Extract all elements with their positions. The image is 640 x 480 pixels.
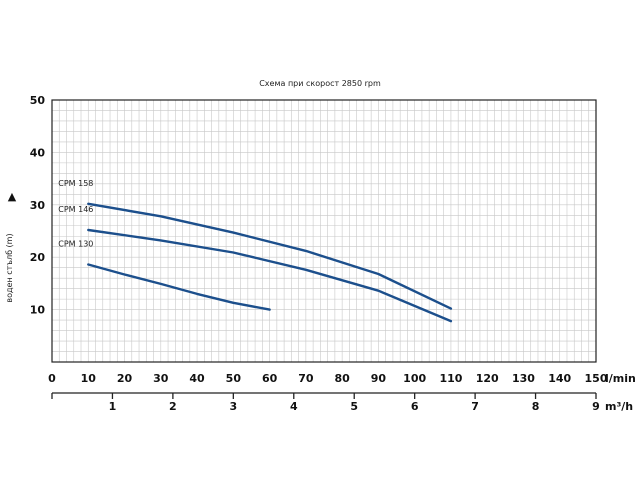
x2-tick-label: 9 xyxy=(592,400,600,413)
plot-frame xyxy=(51,99,597,363)
y-tick-label: 20 xyxy=(30,251,46,264)
chart-title: Схема при скорост 2850 rpm xyxy=(259,79,381,88)
plot-area xyxy=(52,100,596,362)
series-line xyxy=(87,228,453,323)
series-layer: CPM 158 CPM 146 CPM 130 xyxy=(58,179,453,323)
x2-tick-label: 5 xyxy=(350,400,358,413)
x2-tick-label: 3 xyxy=(230,400,238,413)
x-tick-label: 140 xyxy=(548,372,571,385)
series-label: CPM 130 xyxy=(58,240,93,249)
y-axis-label: воден стълб (m) xyxy=(5,233,14,302)
series-label: CPM 146 xyxy=(58,205,93,214)
x-tick-label: 80 xyxy=(334,372,350,385)
x2-tick-label: 1 xyxy=(109,400,117,413)
x-tick-label: 40 xyxy=(189,372,205,385)
x2-tick-label: 2 xyxy=(169,400,177,413)
y-tick-label: 40 xyxy=(30,146,46,159)
x-tick-label: 0 xyxy=(48,372,56,385)
y-tick-labels: 10 20 30 40 50 xyxy=(30,94,46,317)
x-tick-label: 50 xyxy=(226,372,242,385)
series-line xyxy=(87,263,271,311)
x2-axis-unit: m³/h xyxy=(605,400,633,413)
x-tick-label: 60 xyxy=(262,372,278,385)
x-tick-label: 150 xyxy=(585,372,608,385)
y-tick-label: 30 xyxy=(30,199,46,212)
y-axis-arrow-icon: ▲ xyxy=(8,190,17,203)
x-tick-label: 110 xyxy=(439,372,462,385)
x-tick-label: 70 xyxy=(298,372,314,385)
x2-tick-label: 8 xyxy=(532,400,540,413)
x-tick-label: 100 xyxy=(403,372,426,385)
y-tick-label: 50 xyxy=(30,94,46,107)
x2-tick-label: 6 xyxy=(411,400,419,413)
x-tick-label: 30 xyxy=(153,372,169,385)
secondary-x-axis: 1 2 3 4 5 6 7 8 9 xyxy=(51,392,600,413)
series-line xyxy=(87,202,453,310)
x-tick-label: 20 xyxy=(117,372,133,385)
x-axis-unit: l/min xyxy=(605,372,636,385)
x2-tick-label: 4 xyxy=(290,400,298,413)
x2-tick-label: 7 xyxy=(471,400,479,413)
x-tick-label: 130 xyxy=(512,372,535,385)
x-tick-labels: 0 10 20 30 40 50 60 70 80 90 100 110 120 130 140 150 xyxy=(48,372,608,385)
x-tick-label: 90 xyxy=(371,372,387,385)
x-tick-label: 120 xyxy=(476,372,499,385)
x-tick-label: 10 xyxy=(81,372,97,385)
y-tick-label: 10 xyxy=(30,304,46,317)
series-label: CPM 158 xyxy=(58,179,93,188)
